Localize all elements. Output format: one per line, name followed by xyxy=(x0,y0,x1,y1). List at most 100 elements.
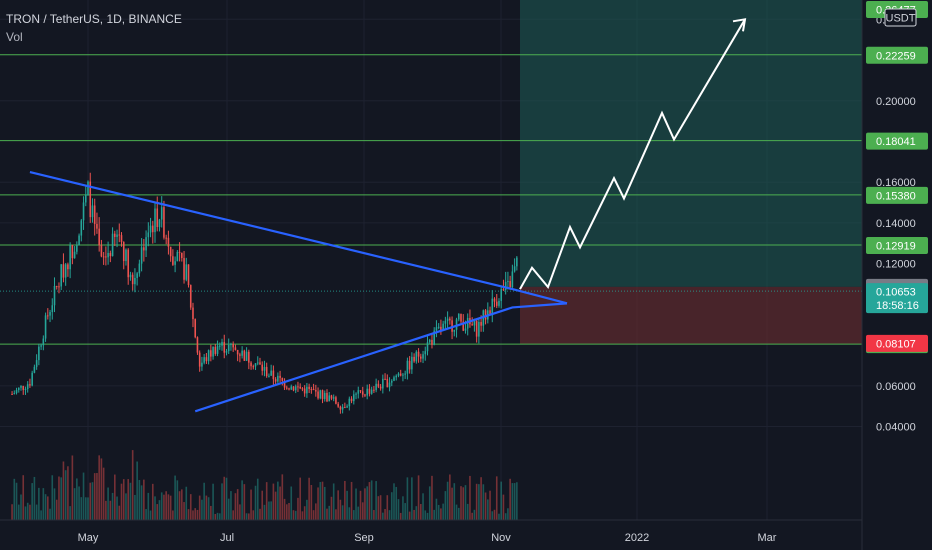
volume-bar xyxy=(466,503,469,520)
volume-bar xyxy=(453,483,456,520)
volume-bar xyxy=(102,467,105,520)
volume-bar xyxy=(203,482,205,520)
candle-body xyxy=(236,349,239,355)
candle-body xyxy=(234,347,237,350)
candle-body xyxy=(348,398,351,407)
candle-body xyxy=(196,337,199,353)
candle-body xyxy=(232,343,234,348)
volume-bar xyxy=(355,488,357,520)
candle-body xyxy=(370,389,373,394)
volume-bar xyxy=(299,477,301,520)
candle-body xyxy=(484,310,487,320)
candle-body xyxy=(114,233,116,237)
volume-bar xyxy=(462,487,465,520)
volume-bar xyxy=(93,473,96,520)
volume-bar xyxy=(158,500,161,520)
candle-body xyxy=(22,386,25,390)
candle-body xyxy=(192,307,194,320)
volume-bar xyxy=(437,504,440,520)
candle-body xyxy=(277,375,279,382)
volume-bar xyxy=(274,491,277,520)
volume-bar xyxy=(127,479,130,520)
candle-body xyxy=(24,389,27,391)
volume-bar xyxy=(297,497,299,520)
candle-body xyxy=(290,386,293,390)
candle-body xyxy=(478,322,480,337)
volume-bar xyxy=(482,484,485,520)
candle-body xyxy=(42,338,45,346)
volume-bar xyxy=(417,475,420,520)
volume-bar xyxy=(361,502,364,520)
price-badge xyxy=(866,186,928,204)
x-tick-label: Mar xyxy=(758,532,777,544)
volume-bar xyxy=(111,492,114,520)
candle-body xyxy=(91,205,94,218)
volume-bar xyxy=(167,494,170,520)
volume-bar xyxy=(475,483,478,520)
volume-bar xyxy=(359,490,362,520)
volume-bar xyxy=(491,511,494,520)
candle-body xyxy=(89,181,92,218)
candle-body xyxy=(310,388,313,390)
candle-body xyxy=(62,264,65,278)
candle-body xyxy=(49,312,51,316)
candle-body xyxy=(444,320,447,324)
x-tick-label: 2022 xyxy=(625,532,649,544)
candle-body xyxy=(178,251,181,253)
price-badge-label: 0.22259 xyxy=(876,50,916,62)
volume-bar xyxy=(382,512,384,520)
price-badge-label: 0.10653 xyxy=(876,287,916,299)
candle-body xyxy=(453,329,456,332)
volume-bar xyxy=(147,492,150,520)
profit-zone xyxy=(520,0,862,287)
candle-body xyxy=(241,350,243,356)
candle-body xyxy=(328,395,331,402)
candle-body xyxy=(33,366,36,373)
volume-bar xyxy=(58,476,60,520)
candle-body xyxy=(145,237,147,251)
volume-bar xyxy=(236,489,239,520)
currency-badge[interactable] xyxy=(884,8,917,27)
volume-bar xyxy=(49,508,51,520)
candle-body xyxy=(134,277,136,285)
candle-body xyxy=(308,386,310,389)
candle-body xyxy=(509,281,511,288)
candle-body xyxy=(480,322,482,326)
volume-bar xyxy=(484,492,487,520)
price-badge-label: 0.08107 xyxy=(876,338,916,350)
candle-body xyxy=(498,300,500,306)
volume-bar xyxy=(15,482,18,520)
volume-bar xyxy=(319,482,322,520)
volume-bar xyxy=(444,491,447,520)
volume-bar xyxy=(480,477,482,520)
volume-bar xyxy=(105,500,107,520)
candle-body xyxy=(350,398,353,402)
volume-bar xyxy=(263,504,266,520)
candle-body xyxy=(227,344,230,352)
volume-bar xyxy=(435,498,438,520)
candle-body xyxy=(11,393,13,395)
candle-body xyxy=(357,390,360,394)
candle-body xyxy=(87,181,89,195)
volume-bar xyxy=(306,499,308,520)
candle-body xyxy=(382,378,384,389)
volume-bar xyxy=(303,506,306,520)
volume-bar xyxy=(55,499,58,520)
candle-body xyxy=(435,327,438,331)
volume-bar xyxy=(218,513,221,520)
volume-bar xyxy=(279,486,281,520)
volume-bar xyxy=(178,491,181,520)
volume-bar xyxy=(460,486,462,520)
candle-body xyxy=(285,387,288,389)
volume-bar xyxy=(172,510,174,520)
candle-body xyxy=(64,264,67,278)
volume-bar xyxy=(100,458,103,520)
candle-body xyxy=(373,389,375,391)
volume-bar xyxy=(292,510,295,520)
volume-bar xyxy=(428,486,431,520)
volume-bar xyxy=(143,479,145,520)
volume-bar xyxy=(487,499,489,520)
volume-bar xyxy=(122,479,125,520)
candle-body xyxy=(390,380,393,383)
